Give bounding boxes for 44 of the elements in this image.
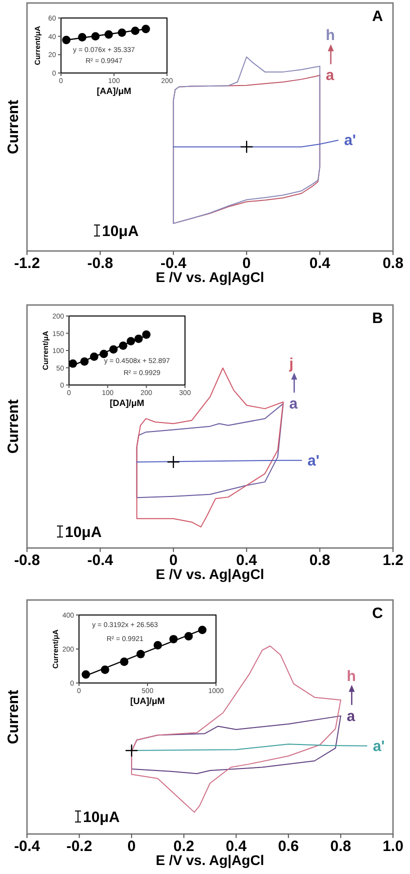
x-axis-title: E /V vs. Ag|AgCl [156, 566, 264, 583]
series-label: h [346, 668, 356, 685]
x-tick-label: 0.4 [226, 838, 248, 855]
y-axis-title: Current [5, 100, 22, 154]
x-axis-title: [UA]/μM [130, 696, 165, 706]
series-label: a' [372, 738, 385, 755]
x-tick-label: 0 [242, 255, 251, 272]
x-axis-title: E /V vs. Ag|AgCl [156, 852, 264, 869]
annotation: 10μA [83, 809, 120, 826]
x-tick-label: 0.4 [309, 255, 331, 272]
y-axis-title: Current [5, 690, 22, 744]
x-tick-label: 0.2 [173, 838, 194, 855]
x-tick-label: -0.4 [87, 552, 114, 569]
legend-label: a [326, 67, 335, 84]
x-axis-title: [DA]/μM [110, 398, 144, 408]
annotation: 10μA [102, 223, 139, 240]
series-label: j [288, 356, 294, 373]
series-label: a' [344, 132, 356, 150]
x-tick-label: 0 [169, 552, 178, 569]
x-tick-label: -0.8 [87, 255, 114, 272]
x-axis-title: E /V vs. Ag|AgCl [156, 269, 264, 286]
legend-label: a [346, 708, 356, 725]
x-tick-label: -0.2 [66, 838, 92, 855]
x-tick-label: 0 [127, 838, 136, 855]
chart-title: B [372, 310, 384, 327]
y-axis-title: Current [5, 399, 22, 454]
x-tick-label: 0.6 [278, 838, 299, 855]
chart-title: C [372, 605, 384, 622]
x-tick-label: -0.4 [160, 255, 187, 272]
chart-title: A [372, 8, 384, 25]
x-tick-label: 0.8 [309, 552, 330, 569]
legend-label: a [289, 396, 298, 413]
series-label: a' [308, 452, 320, 470]
x-tick-label: -1.2 [14, 255, 40, 272]
x-tick-label: 1.0 [382, 838, 404, 855]
x-axis-title: [AA]/μM [96, 86, 132, 96]
series-label: h [326, 27, 335, 44]
annotation: 10μA [65, 524, 102, 541]
x-tick-label: 1.2 [382, 552, 404, 569]
x-tick-label: -0.8 [14, 552, 40, 569]
x-tick-label: -0.4 [14, 838, 41, 855]
x-tick-label: 0.8 [382, 255, 404, 272]
x-tick-label: 0.8 [330, 838, 352, 855]
x-tick-label: 0.4 [236, 552, 258, 569]
